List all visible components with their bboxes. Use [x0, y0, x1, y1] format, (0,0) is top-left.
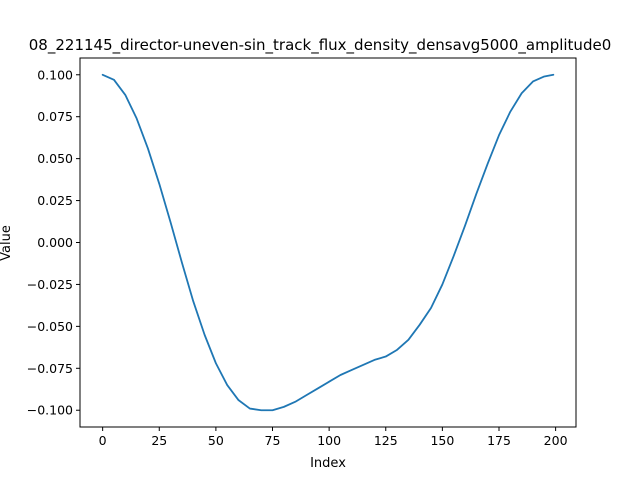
y-axis: 0.100 0.075 0.050 0.025 0.000 −0.025 −0.050 −0.…: [27, 67, 80, 418]
x-axis: 0 25 50 75 100 125 150 175 200: [99, 427, 568, 448]
x-tick-label: 50: [208, 433, 224, 448]
x-tick-label: 100: [317, 433, 341, 448]
y-tick-label: 0.050: [37, 151, 73, 166]
plot-frame: [79, 57, 577, 428]
y-axis-label: Value: [0, 225, 14, 261]
series-line: [101, 73, 555, 412]
x-axis-label: Index: [310, 456, 346, 471]
x-tick-label: 0: [99, 433, 107, 448]
y-tick-label: −0.075: [27, 361, 73, 376]
chart-title: 08_221145_director-uneven-sin_track_flux…: [29, 36, 611, 55]
y-tick-label: −0.025: [27, 277, 73, 292]
plot-area: [79, 57, 577, 428]
x-tick-label: 150: [430, 433, 454, 448]
x-tick-label: 175: [487, 433, 511, 448]
x-tick-label: 75: [265, 433, 281, 448]
y-tick-label: 0.075: [37, 109, 73, 124]
y-tick-label: −0.100: [27, 403, 73, 418]
y-tick-label: 0.100: [37, 67, 73, 82]
x-tick-label: 25: [151, 433, 167, 448]
x-tick-label: 200: [544, 433, 568, 448]
y-tick-label: 0.025: [37, 193, 73, 208]
y-tick-label: 0.000: [37, 235, 73, 250]
x-tick-label: 125: [374, 433, 398, 448]
y-tick-label: −0.050: [27, 319, 73, 334]
